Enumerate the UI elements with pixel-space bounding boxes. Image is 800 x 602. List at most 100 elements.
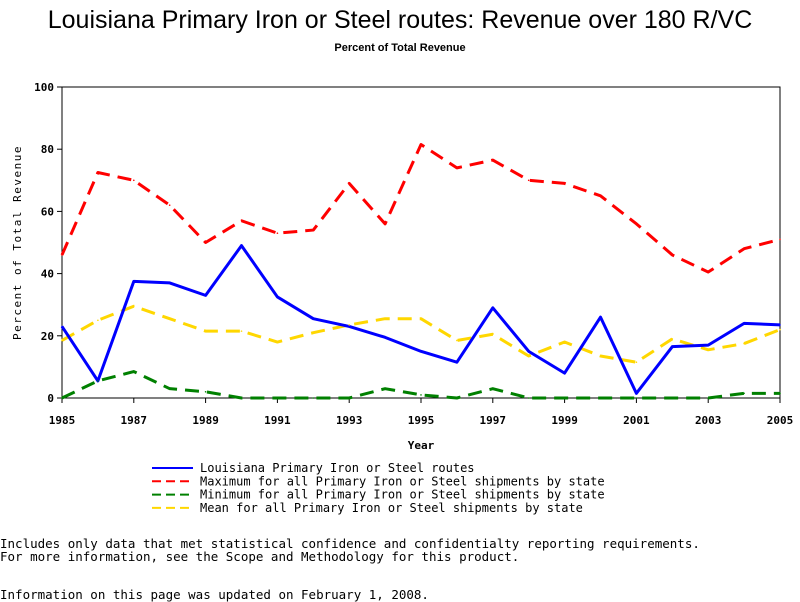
data-point xyxy=(240,330,243,332)
data-point xyxy=(276,232,279,234)
data-point xyxy=(168,282,171,284)
data-point xyxy=(456,339,458,342)
data-point xyxy=(707,397,709,399)
data-point xyxy=(204,241,207,244)
y-tick-label: 0 xyxy=(47,392,54,405)
x-tick-label: 1991 xyxy=(264,414,291,427)
data-point xyxy=(384,387,386,390)
y-tick-label: 80 xyxy=(41,143,54,156)
data-point xyxy=(599,397,602,399)
x-tick-label: 1985 xyxy=(49,414,76,427)
note-confidence: Includes only data that met statistical … xyxy=(0,536,700,551)
series-layer xyxy=(60,143,781,400)
data-point xyxy=(348,182,351,185)
data-point xyxy=(133,370,135,373)
data-point xyxy=(348,325,351,328)
data-point xyxy=(312,229,315,231)
data-point xyxy=(779,238,781,241)
data-point xyxy=(276,341,279,343)
data-point xyxy=(420,317,422,320)
data-point xyxy=(133,305,135,308)
data-point xyxy=(312,397,315,399)
data-point xyxy=(240,397,243,399)
data-point xyxy=(204,330,207,332)
data-point xyxy=(671,338,674,340)
data-point xyxy=(312,317,315,320)
data-point xyxy=(527,397,530,399)
x-tick-label: 1997 xyxy=(480,414,507,427)
data-point xyxy=(707,348,709,351)
data-point xyxy=(204,294,207,297)
data-point xyxy=(348,324,351,326)
data-point xyxy=(384,317,386,320)
y-tick-label: 100 xyxy=(34,81,54,94)
data-point xyxy=(168,317,171,320)
series-line-3 xyxy=(61,304,781,364)
data-point xyxy=(635,397,638,399)
note-methodology: For more information, see the Scope and … xyxy=(0,549,520,564)
data-point xyxy=(635,392,638,395)
data-point xyxy=(671,254,674,256)
data-point xyxy=(707,271,709,273)
data-point xyxy=(97,380,99,382)
data-point xyxy=(492,159,494,161)
data-point xyxy=(527,179,530,182)
data-point xyxy=(635,223,638,225)
x-tick-label: 1987 xyxy=(121,414,148,427)
data-point xyxy=(492,387,494,390)
data-point xyxy=(61,397,63,399)
y-tick-label: 60 xyxy=(41,205,54,218)
legend-label-3: Mean for all Primary Iron or Steel shipm… xyxy=(200,501,583,515)
x-tick-label: 1999 xyxy=(551,414,578,427)
x-tick-label: 2001 xyxy=(623,414,650,427)
x-tick-label: 1995 xyxy=(408,414,435,427)
data-point xyxy=(707,344,709,346)
data-point xyxy=(563,372,566,374)
x-axis-label: Year xyxy=(408,439,435,452)
data-point xyxy=(635,361,638,364)
data-point xyxy=(204,390,207,393)
data-point xyxy=(384,336,386,339)
y-tick-label: 20 xyxy=(41,330,54,343)
data-point xyxy=(563,182,566,185)
data-point xyxy=(779,324,781,326)
data-point xyxy=(563,397,566,399)
legend-label-2: Minimum for all Primary Iron or Steel sh… xyxy=(200,488,605,502)
data-point xyxy=(240,219,243,222)
x-tick-label: 2005 xyxy=(767,414,794,427)
data-point xyxy=(420,394,422,396)
data-point xyxy=(312,331,315,334)
data-point xyxy=(492,333,494,336)
data-point xyxy=(456,361,458,364)
data-point xyxy=(671,345,674,348)
data-point xyxy=(779,392,781,395)
legend-label-1: Maximum for all Primary Iron or Steel sh… xyxy=(200,474,605,488)
data-point xyxy=(779,328,781,331)
data-point xyxy=(97,171,99,174)
x-tick-label: 1993 xyxy=(336,414,363,427)
data-point xyxy=(743,322,745,325)
data-point xyxy=(563,341,566,343)
chart-subtitle: Percent of Total Revenue xyxy=(334,42,466,54)
data-point xyxy=(671,397,674,399)
data-point xyxy=(61,339,63,342)
data-point xyxy=(168,204,171,206)
axes-layer: 0 20 40 60 80 100 1985 1987 1989 1991 1993 1995 1997… xyxy=(11,81,793,452)
data-point xyxy=(240,244,243,247)
data-point xyxy=(276,296,279,298)
x-tick-label: 2003 xyxy=(695,414,722,427)
legend: Louisiana Primary Iron or Steel routesMa… xyxy=(152,461,605,515)
data-point xyxy=(527,350,530,353)
data-point xyxy=(61,254,63,256)
data-point xyxy=(599,195,602,197)
data-point xyxy=(743,392,745,395)
legend-label-0: Louisiana Primary Iron or Steel routes xyxy=(200,461,475,475)
data-point xyxy=(97,319,99,322)
data-point xyxy=(133,280,135,283)
data-point xyxy=(420,350,422,353)
data-point xyxy=(527,355,530,357)
y-axis-label: Percent of Total Revenue xyxy=(11,145,24,340)
x-tick-label: 1989 xyxy=(192,414,219,427)
data-point xyxy=(348,397,351,399)
